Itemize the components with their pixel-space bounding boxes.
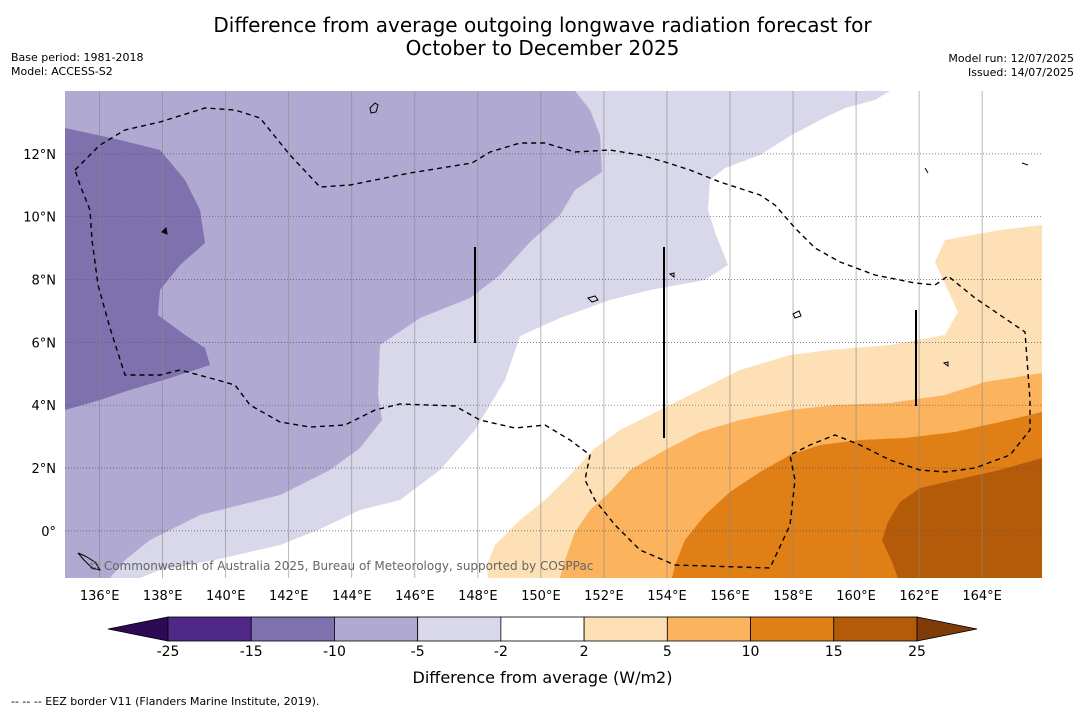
lon-tick-label: 160°E [836,589,876,604]
colorbar-label: -10 [323,644,346,660]
lon-tick-label: 150°E [521,589,561,604]
colorbar-label: -25 [156,644,180,660]
base-period: Base period: 1981-2018 [11,51,144,64]
model-name: Model: ACCESS-S2 [11,65,113,78]
colorbar-label: 10 [741,644,760,660]
map-plot-area: © Commonwealth of Australia 2025, Bureau… [65,91,1042,578]
olr-band-minus15-minus10 [65,128,210,410]
colorbar [107,616,978,642]
lon-tick-label: 140°E [206,589,246,604]
lon-tick-label: 158°E [773,589,813,604]
colorbar-swatch [833,616,918,642]
model-run: Model run: 12/07/2025 [948,52,1074,65]
colorbar-extend-high [916,616,978,642]
lat-tick-label: 12°N [23,148,56,163]
islands [77,102,1029,571]
colorbar-label: 25 [908,644,926,660]
colorbar-swatch [334,616,419,642]
lon-tick-label: 146°E [395,589,435,604]
colorbar-label: -2 [493,644,508,660]
eez-border-west [74,107,1031,569]
colorbar-swatch [417,616,502,642]
longitude-labels: 136°E 138°E 140°E 142°E 144°E 146°E 148°E 150°E… [80,589,1002,604]
lon-tick-label: 156°E [710,589,750,604]
lat-tick-label: 0° [41,525,56,540]
lon-tick-label: 154°E [647,589,687,604]
lat-tick-label: 10°N [23,211,56,226]
meta-left: Base period: 1981-2018 Model: ACCESS-S2 [11,51,143,79]
boundary-segments [474,247,917,438]
title-line-1: Difference from average outgoing longwav… [213,13,872,37]
title-line-2: October to December 2025 [405,36,680,60]
colorbar-extend-low [107,616,169,642]
colorbar-swatch [500,616,585,642]
colorbar-label: -5 [410,644,425,660]
lon-tick-label: 138°E [143,589,183,604]
colorbar-swatch [750,616,835,642]
lat-tick-label: 4°N [32,399,57,414]
issued-date: Issued: 14/07/2025 [967,66,1074,79]
colorbar-label: -15 [239,644,263,660]
lon-tick-label: 162°E [899,589,939,604]
lon-tick-label: 152°E [584,589,624,604]
colorbar-title: Difference from average (W/m2) [412,668,673,687]
lon-tick-label: 148°E [458,589,498,604]
colorbar-swatch [250,616,335,642]
map-title: Difference from average outgoing longwav… [0,14,1085,60]
meta-right: Model run: 12/07/2025 Issued: 14/07/2025 [948,52,1074,80]
colorbar-swatch [167,616,252,642]
colorbar-swatch [666,616,751,642]
lon-tick-label: 142°E [269,589,309,604]
footnote: -- -- -- EEZ border V11 (Flanders Marine… [11,695,320,708]
lon-tick-label: 136°E [80,589,120,604]
olr-band-15-25 [882,458,1042,578]
lat-tick-label: 2°N [32,462,57,477]
colorbar-label: 2 [579,644,589,660]
lat-tick-label: 6°N [32,336,57,351]
gridlines [65,91,1042,578]
lon-tick-label: 144°E [332,589,372,604]
latitude-labels: 12°N 10°N 8°N 6°N 4°N 2°N 0° [23,148,56,540]
colorbar-swatch [583,616,668,642]
lon-tick-label: 164°E [962,589,1002,604]
colorbar-label: 5 [662,644,672,660]
copyright-text: © Commonwealth of Australia 2025, Bureau… [88,559,593,573]
colorbar-label: 15 [824,644,843,660]
lat-tick-label: 8°N [32,274,57,289]
